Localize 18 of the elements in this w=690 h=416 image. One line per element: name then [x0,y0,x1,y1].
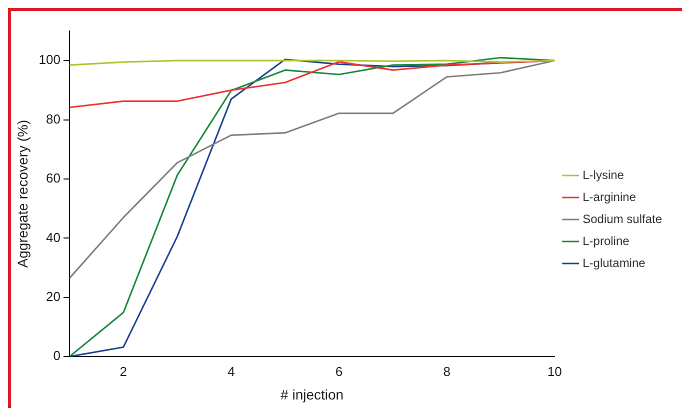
legend-label: L-lysine [582,168,624,182]
y-tick-label: 40 [46,230,60,245]
x-tick-label: 10 [547,364,562,379]
y-tick-label: 100 [38,52,60,68]
legend-label: L-glutamine [582,256,646,270]
y-axis-title: Aggregate recovery (%) [14,120,30,268]
y-tick-label: 20 [46,288,60,304]
legend-label: L-arginine [582,190,636,204]
x-tick-label: 6 [335,364,343,379]
y-tick-label: 0 [53,348,60,364]
x-tick-label: 2 [120,364,128,379]
y-tick-label: 60 [46,170,60,186]
legend-label: Sodium sulfate [582,212,662,226]
legend-label: L-proline [582,234,630,248]
x-tick-label: 4 [228,364,235,379]
y-tick-label: 80 [46,111,60,126]
x-axis-title: # injection [280,386,344,402]
x-tick-label: 8 [443,364,450,379]
